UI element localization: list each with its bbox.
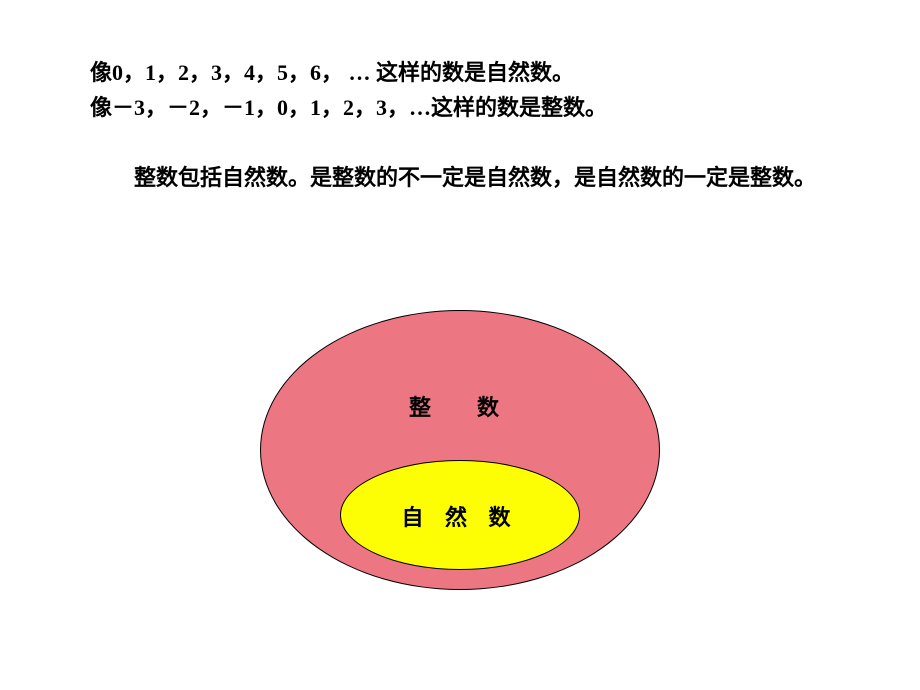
natural-number-definition: 像0，1，2，3，4，5，6， … 这样的数是自然数。 <box>90 55 574 90</box>
integers-set-label: 整 数 <box>260 390 660 422</box>
natural-numbers-set-label: 自 然 数 <box>340 500 580 532</box>
integer-definition: 像－3，－2，－1，0，1，2，3，…这样的数是整数。 <box>90 90 607 125</box>
explanation-paragraph: 整数包括自然数。是整数的不一定是自然数，是自然数的一定是整数。 <box>90 160 830 195</box>
venn-diagram: 整 数 自 然 数 <box>260 310 660 590</box>
